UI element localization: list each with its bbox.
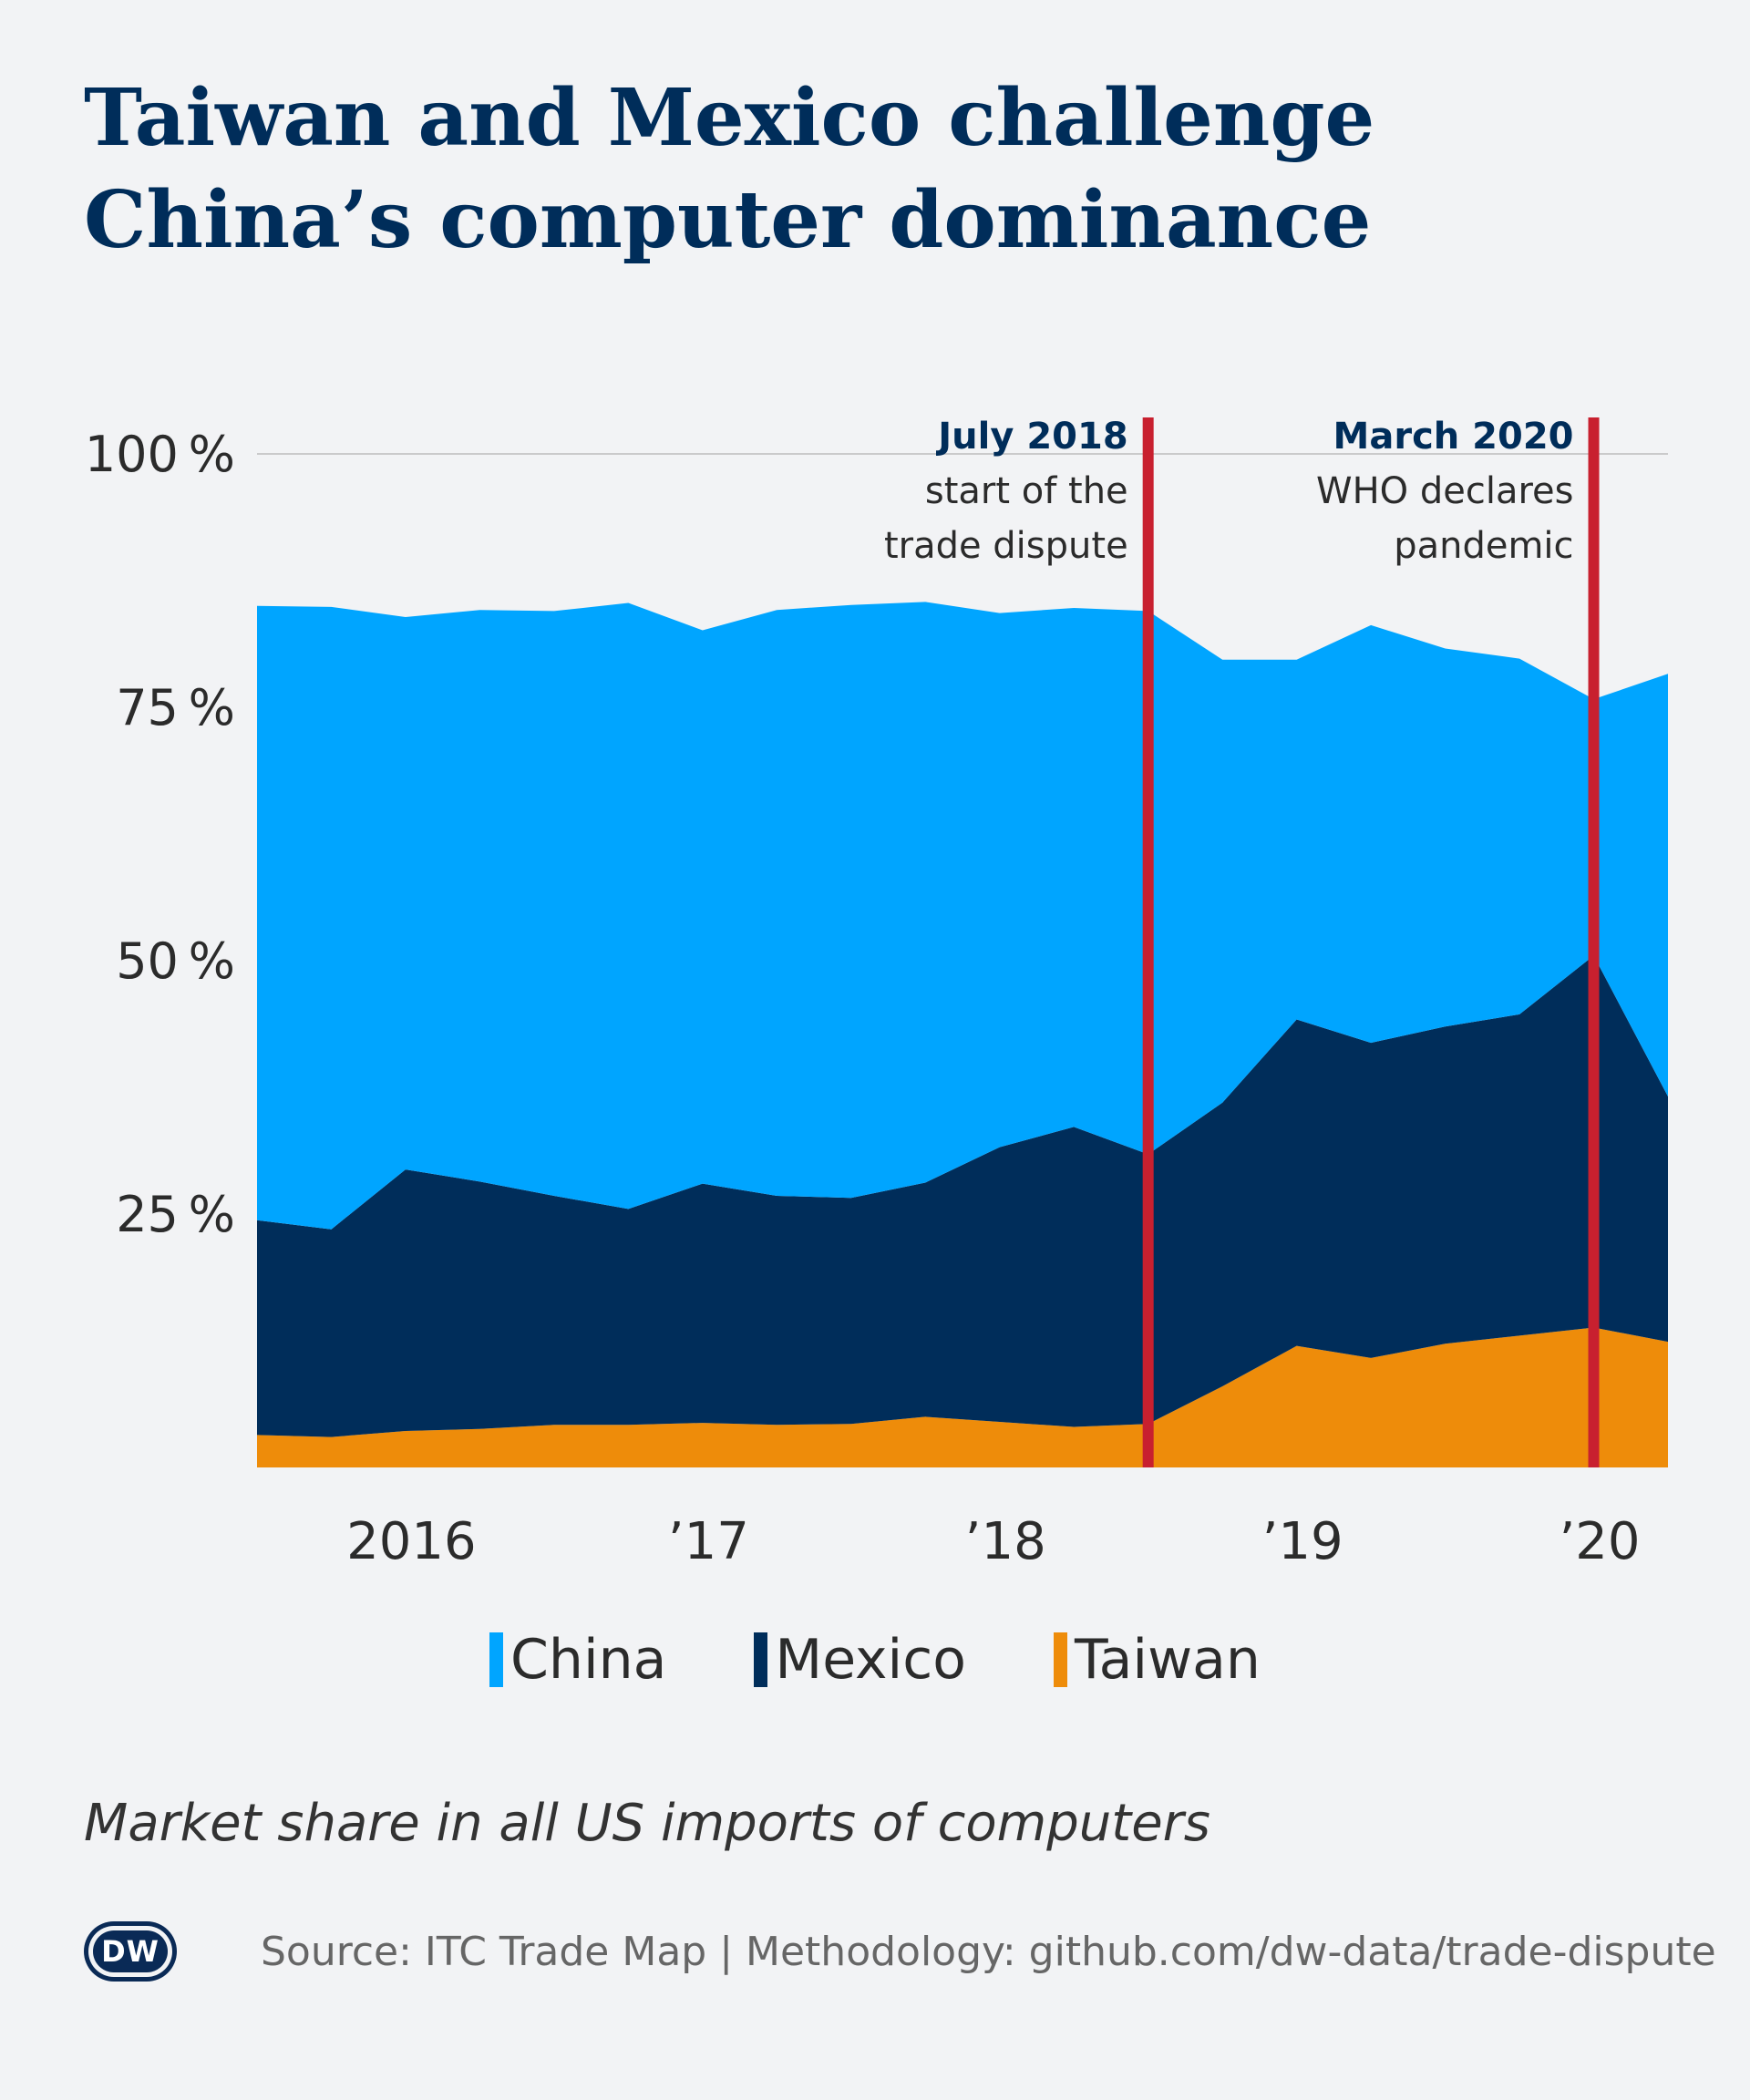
- x-tick-2: ’18: [965, 1512, 1046, 1571]
- chart-title: Taiwan and Mexico challenge China’s comp…: [84, 67, 1688, 272]
- event-line-0: [1142, 417, 1154, 1467]
- stacked-area-chart: July 2018 start of the trade dispute March …: [85, 416, 1668, 1571]
- x-tick-4: ’20: [1559, 1512, 1640, 1571]
- annotation-text-1-0: WHO declares: [1316, 470, 1573, 512]
- dw-logo-icon: DW: [84, 1921, 177, 1982]
- legend-item-china: China: [489, 1628, 666, 1692]
- legend: China Mexico Taiwan: [0, 1628, 1750, 1692]
- y-tick-100: 100 %: [85, 426, 235, 483]
- annotation-text-1-1: pandemic: [1394, 525, 1573, 567]
- legend-label-mexico: Mexico: [775, 1628, 966, 1692]
- x-tick-1: ’17: [668, 1512, 749, 1571]
- event-markers: July 2018 start of the trade dispute March …: [884, 416, 1600, 1467]
- chart-title-line-2: China’s computer dominance: [84, 174, 1372, 266]
- area-series: [257, 602, 1668, 1467]
- x-tick-0: 2016: [346, 1512, 477, 1571]
- legend-label-china: China: [510, 1628, 667, 1692]
- chart-title-line-1: Taiwan and Mexico challenge: [84, 72, 1375, 164]
- logo-text: DW: [101, 1934, 160, 1969]
- x-tick-3: ’19: [1262, 1512, 1343, 1571]
- legend-item-taiwan: Taiwan: [1053, 1628, 1261, 1692]
- x-axis-labels: 2016 ’17 ’18 ’19 ’20: [346, 1512, 1640, 1571]
- annotation-date-1: March 2020: [1333, 416, 1574, 458]
- annotation-text-0-1: trade dispute: [884, 525, 1128, 567]
- y-tick-75: 75 %: [116, 679, 235, 736]
- y-axis-labels: 25 % 50 % 75 % 100 %: [85, 426, 235, 1243]
- source-note: Source: ITC Trade Map | Methodology: git…: [261, 1928, 1716, 1975]
- area-china: [257, 602, 1668, 1230]
- y-tick-50: 50 %: [116, 932, 235, 990]
- legend-item-mexico: Mexico: [754, 1628, 966, 1692]
- event-line-1: [1588, 417, 1600, 1467]
- area-taiwan: [257, 1327, 1668, 1467]
- footer: DW Source: ITC Trade Map | Methodology: …: [84, 1921, 1716, 1982]
- legend-swatch-taiwan: [1053, 1632, 1067, 1687]
- annotation-date-0: July 2018: [935, 416, 1127, 458]
- area-mexico: [257, 955, 1668, 1437]
- annotation-text-0-0: start of the: [925, 470, 1128, 512]
- y-tick-25: 25 %: [116, 1186, 235, 1243]
- legend-swatch-mexico: [754, 1632, 768, 1687]
- legend-swatch-china: [489, 1632, 504, 1687]
- legend-label-taiwan: Taiwan: [1074, 1628, 1261, 1692]
- chart-subtitle: Market share in all US imports of comput…: [84, 1794, 1210, 1853]
